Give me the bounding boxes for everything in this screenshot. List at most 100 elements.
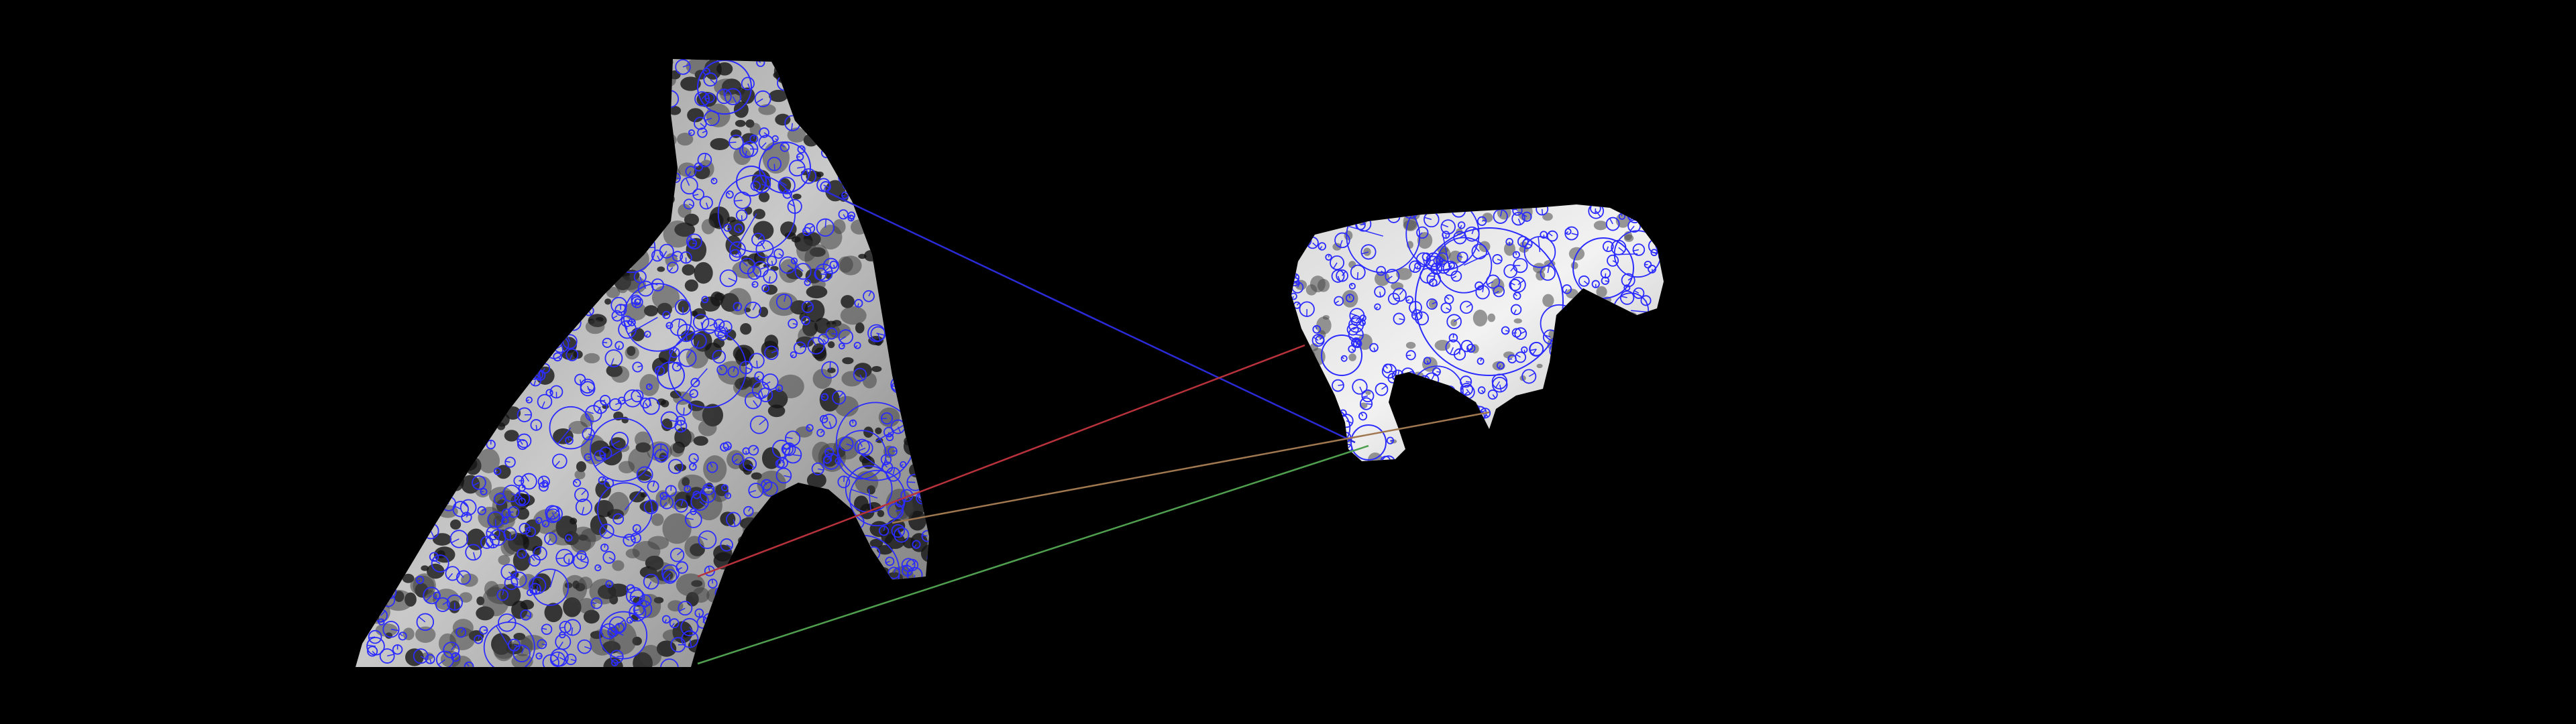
- fur-spot: [912, 190, 928, 201]
- keypoint-circle: [689, 389, 698, 398]
- keypoint-circle: [388, 389, 474, 475]
- keypoint-orientation: [543, 523, 547, 527]
- keypoint-orientation: [1561, 411, 1564, 419]
- fur-spot: [449, 80, 464, 90]
- keypoint-orientation: [449, 166, 452, 169]
- keypoint-orientation: [473, 369, 480, 373]
- keypoint-orientation: [925, 296, 929, 303]
- fur-spot: [402, 627, 415, 640]
- keypoint-orientation: [555, 212, 558, 220]
- fur-spot: [1570, 261, 1578, 269]
- keypoint-circle: [667, 261, 679, 274]
- fur-spot: [735, 619, 749, 631]
- keypoint-orientation: [928, 249, 929, 258]
- keypoint-orientation: [763, 381, 771, 386]
- keypoint-circle: [1436, 260, 1451, 274]
- keypoint-circle: [356, 433, 370, 450]
- keypoint-circle: [669, 318, 688, 337]
- keypoint-circle: [366, 604, 376, 613]
- keypoint-orientation: [850, 218, 853, 221]
- fur-spot: [509, 95, 519, 106]
- keypoint-orientation: [760, 265, 768, 270]
- keypoint-circle: [874, 569, 885, 581]
- keypoint-orientation: [394, 318, 403, 323]
- keypoint-circle: [1597, 450, 1607, 461]
- keypoint-orientation: [564, 165, 572, 168]
- keypoint-circle: [474, 103, 491, 119]
- fur-spot: [356, 572, 384, 596]
- keypoint-orientation: [541, 401, 545, 408]
- keypoint-orientation: [408, 90, 411, 95]
- keypoint-orientation: [709, 462, 713, 468]
- keypoint-orientation: [399, 444, 402, 450]
- keypoint-circle: [1462, 436, 1470, 445]
- keypoint-orientation: [1386, 276, 1393, 281]
- fur-spot: [504, 430, 519, 442]
- keypoint-circle: [688, 453, 699, 464]
- keypoint-circle: [403, 333, 415, 345]
- keypoint-orientation: [708, 566, 710, 571]
- keypoint-circle: [1514, 327, 1527, 341]
- keypoint-orientation: [492, 316, 498, 318]
- fur-spot: [531, 196, 557, 215]
- keypoint-orientation: [1411, 375, 1413, 379]
- keypoint-circle: [356, 622, 369, 636]
- keypoint-orientation: [443, 499, 449, 505]
- keypoint-orientation: [659, 137, 664, 140]
- keypoint-orientation: [597, 566, 601, 568]
- keypoint-orientation: [705, 628, 712, 632]
- keypoint-circle: [633, 72, 647, 86]
- keypoint-circle: [761, 373, 779, 390]
- keypoint-circle: [386, 452, 394, 460]
- keypoint-orientation: [631, 537, 637, 541]
- fur-spot: [449, 215, 458, 223]
- keypoint-circle: [764, 345, 779, 360]
- keypoint-circle: [1627, 316, 1639, 328]
- fur-spot: [918, 282, 929, 295]
- keypoint-circle: [842, 179, 855, 191]
- keypoint-circle: [369, 446, 385, 463]
- keypoint-circle: [502, 484, 521, 503]
- fur-spot: [407, 135, 416, 142]
- keypoint-orientation: [661, 492, 664, 497]
- keypoint-orientation: [726, 544, 733, 548]
- fur-spot: [880, 270, 892, 283]
- keypoint-circle: [407, 87, 415, 95]
- keypoint-orientation: [1599, 361, 1603, 367]
- fur-spot: [513, 213, 522, 223]
- fur-spot: [498, 306, 521, 320]
- keypoint-orientation: [537, 123, 539, 127]
- keypoint-orientation: [672, 254, 678, 257]
- keypoint-circle: [594, 564, 602, 572]
- keypoint-orientation: [904, 192, 908, 198]
- keypoint-orientation: [637, 365, 643, 368]
- keypoint-orientation: [553, 266, 557, 270]
- fur-spot: [1635, 210, 1648, 219]
- keypoint-circle: [466, 364, 482, 380]
- keypoint-orientation: [644, 176, 649, 183]
- fur-spot: [763, 509, 781, 526]
- fur-spot: [479, 316, 489, 325]
- keypoint-circle: [657, 361, 685, 389]
- keypoint-orientation: [581, 507, 585, 515]
- keypoint-circle: [879, 634, 897, 651]
- keypoint-orientation: [753, 400, 759, 408]
- keypoint-circle: [926, 552, 929, 564]
- keypoint-circle: [533, 68, 541, 77]
- fur-spot: [1310, 276, 1326, 293]
- keypoint-orientation: [757, 234, 763, 240]
- keypoint-orientation: [1390, 440, 1394, 442]
- keypoint-circle: [485, 427, 494, 435]
- fur-spot: [759, 191, 770, 202]
- keypoint-circle: [812, 106, 827, 121]
- keypoint-orientation: [517, 78, 526, 81]
- fur-spot: [374, 298, 387, 313]
- keypoint-circle: [895, 188, 904, 197]
- fur-spot: [857, 151, 873, 170]
- fur-spot: [696, 91, 717, 107]
- keypoint-circle: [1642, 368, 1655, 382]
- keypoint-circle: [651, 278, 664, 292]
- keypoint-orientation: [561, 304, 563, 310]
- keypoint-orientation: [858, 447, 866, 452]
- fur-spot: [845, 556, 862, 571]
